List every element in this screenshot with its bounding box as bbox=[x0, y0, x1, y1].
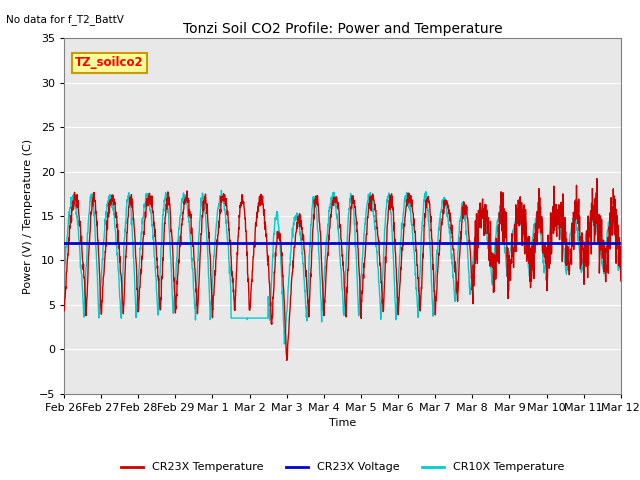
X-axis label: Time: Time bbox=[329, 418, 356, 428]
Text: No data for f_T2_BattV: No data for f_T2_BattV bbox=[6, 14, 124, 25]
Legend: CR23X Temperature, CR23X Voltage, CR10X Temperature: CR23X Temperature, CR23X Voltage, CR10X … bbox=[116, 458, 568, 477]
Y-axis label: Power (V) / Temperature (C): Power (V) / Temperature (C) bbox=[23, 138, 33, 294]
Title: Tonzi Soil CO2 Profile: Power and Temperature: Tonzi Soil CO2 Profile: Power and Temper… bbox=[182, 22, 502, 36]
Text: TZ_soilco2: TZ_soilco2 bbox=[75, 56, 144, 69]
